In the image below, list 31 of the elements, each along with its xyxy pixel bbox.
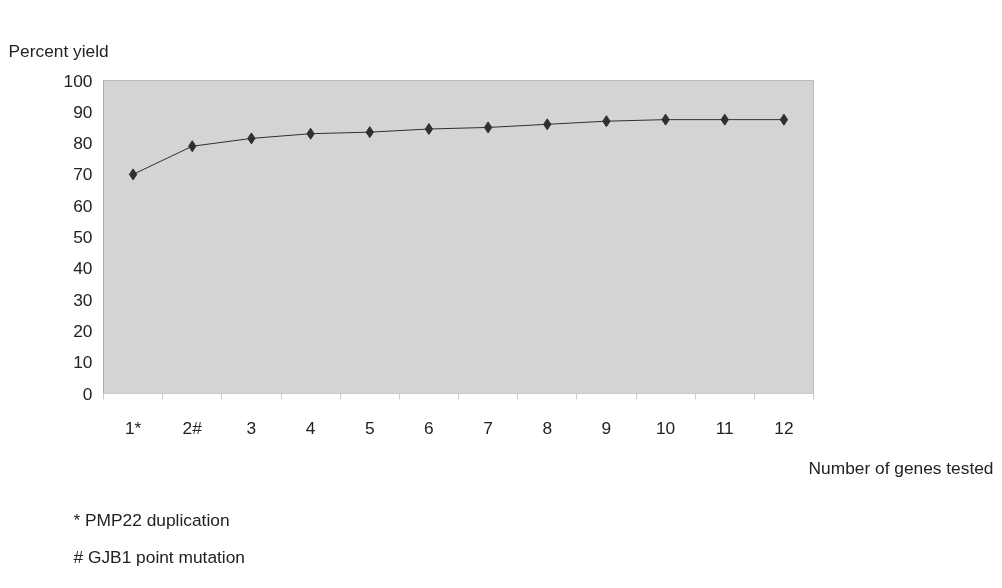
point <box>128 168 138 181</box>
x-tick-label: 11 <box>715 417 734 438</box>
x-axis-title: Number of genes tested <box>808 457 994 478</box>
y-axis-title: Percent yield <box>8 40 109 61</box>
y-tick-label: 30 <box>73 289 93 310</box>
y-tick-label: 50 <box>73 227 93 247</box>
y-tick-label: 40 <box>73 258 93 279</box>
x-tick-label: 1* <box>124 417 142 438</box>
x-tick-label: 6 <box>424 417 434 438</box>
y-tick-label: 90 <box>73 101 93 122</box>
text: # GJB1 point mutation <box>73 546 245 567</box>
x-tick-label: 2# <box>182 417 203 438</box>
x-tick-label: 5 <box>364 417 375 438</box>
y-tick-label: 70 <box>73 164 93 185</box>
x-tick-label: 9 <box>601 417 612 438</box>
y-tick-label: 100 <box>63 70 93 91</box>
x-tick-label: 12 <box>774 417 794 438</box>
point <box>483 121 493 134</box>
x-tick-label: 8 <box>542 417 553 438</box>
x-tick-label: 4 <box>305 417 316 438</box>
x-tick-label: 10 <box>655 417 676 438</box>
y-tick-label: 60 <box>73 195 93 216</box>
y-tick-label: 10 <box>73 352 93 373</box>
y-tick-label: 80 <box>73 133 93 154</box>
y-tick-label: 0 <box>82 383 93 404</box>
x-tick-label: 3 <box>246 417 257 438</box>
point <box>779 113 789 126</box>
point <box>424 123 434 136</box>
text: * PMP22 duplication <box>73 509 230 530</box>
y-tick-label: 20 <box>73 320 93 341</box>
x-tick-label: 7 <box>483 417 493 438</box>
